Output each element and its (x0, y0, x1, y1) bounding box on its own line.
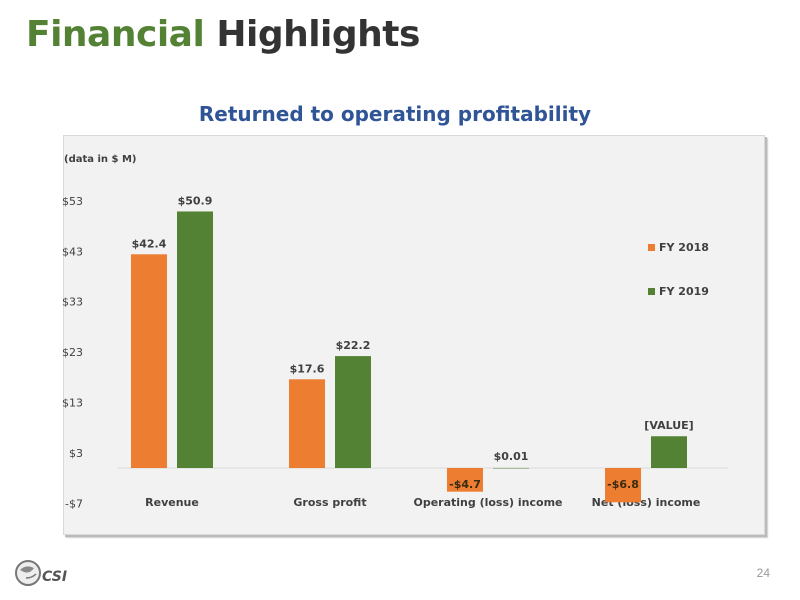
bar-fy2019 (335, 356, 371, 468)
data-label: $50.9 (178, 194, 213, 207)
y-tick-label: -$7 (65, 497, 83, 510)
x-tick-label: Revenue (145, 496, 199, 509)
legend-label: FY 2019 (659, 285, 709, 298)
data-unit-note: (data in $ M) (64, 154, 136, 165)
data-label: $42.4 (132, 237, 167, 250)
y-tick-label: $53 (62, 195, 83, 208)
title-part2: Highlights (216, 14, 420, 55)
legend-label: FY 2018 (659, 241, 709, 254)
logo-text: CSI (42, 569, 67, 585)
chart-subtitle: Returned to operating profitability (198, 102, 592, 126)
y-tick-label: $23 (62, 346, 83, 359)
bar-fy2019 (651, 436, 687, 468)
title-part1: Financial (26, 14, 205, 55)
data-label: -$4.7 (449, 478, 481, 491)
x-tick-label: Gross profit (293, 496, 366, 509)
x-tick-label: Operating (loss) income (413, 496, 562, 509)
y-tick-label: $33 (62, 296, 83, 309)
y-tick-label: $3 (69, 447, 83, 460)
bar-fy2018 (289, 379, 325, 468)
bar-fy2019 (177, 211, 213, 469)
y-tick-label: $43 (62, 245, 83, 258)
legend-swatch (648, 244, 655, 251)
data-label: $17.6 (290, 362, 325, 375)
page-number: 24 (756, 566, 770, 580)
bar-fy2018 (605, 468, 641, 503)
legend-swatch (648, 288, 655, 295)
data-label: [VALUE] (644, 419, 693, 432)
data-label: $0.01 (494, 450, 529, 463)
csi-logo: CSI (15, 560, 67, 586)
bar-fy2018 (131, 254, 167, 468)
bar-fy2019 (493, 467, 529, 469)
page-title: Financial Highlights (26, 14, 420, 55)
y-tick-label: $13 (62, 396, 83, 409)
data-label: -$6.8 (607, 478, 639, 491)
data-label: $22.2 (336, 339, 371, 352)
bar-fy2018 (447, 468, 483, 492)
